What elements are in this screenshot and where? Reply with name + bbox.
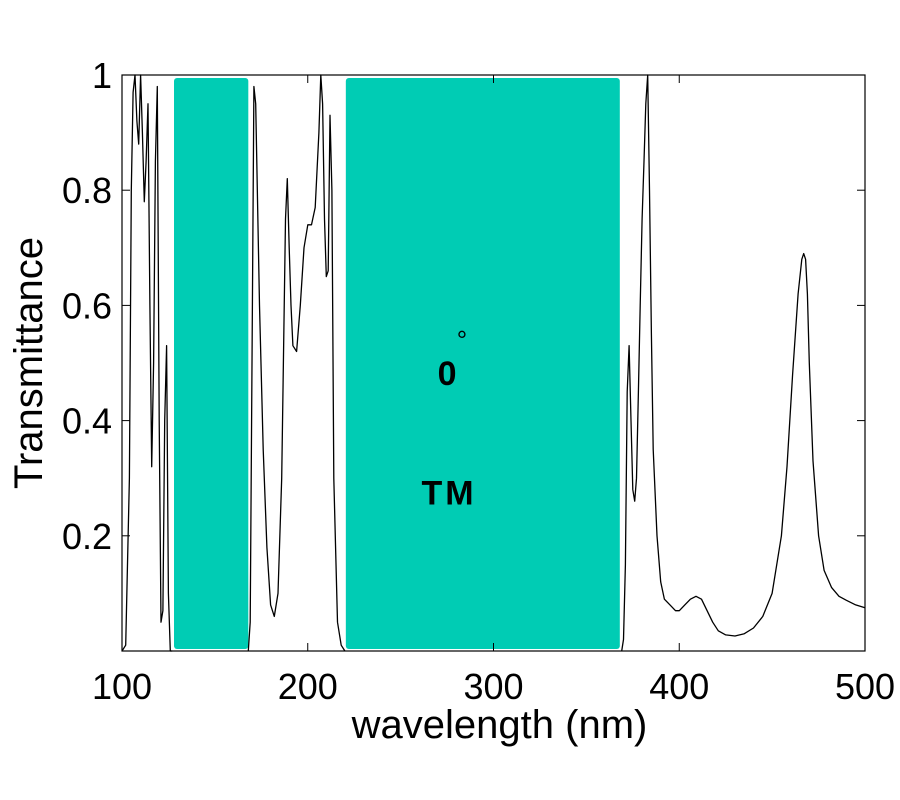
y-tick-label: 0.2 <box>62 516 112 557</box>
x-tick-label: 500 <box>835 666 895 707</box>
y-axis-title: Transmittance <box>7 237 51 489</box>
x-tick-label: 100 <box>92 666 152 707</box>
y-tick-label: 0.8 <box>62 170 112 211</box>
y-tick-labels: 0.2 0.4 0.6 0.8 1 <box>62 55 112 557</box>
band-gap-regions <box>174 78 620 649</box>
degree-symbol: ° <box>457 325 467 355</box>
y-tick-label: 1 <box>92 55 112 96</box>
series-line-segment <box>621 74 866 652</box>
series-line-segment <box>247 74 346 652</box>
band-gap-1 <box>174 78 249 649</box>
annotations: 0 ° TM <box>422 325 477 513</box>
angle-label: 0 <box>438 355 457 393</box>
series-line-segment <box>121 74 173 652</box>
x-tick-labels: 100 200 300 400 500 <box>92 666 895 707</box>
x-tick-label: 400 <box>649 666 709 707</box>
x-axis-title: wavelength (nm) <box>351 703 648 747</box>
band-gap-2 <box>345 78 620 649</box>
y-tick-label: 0.4 <box>62 401 112 442</box>
y-tick-label: 0.6 <box>62 285 112 326</box>
data-series <box>121 74 866 652</box>
x-tick-label: 200 <box>278 666 338 707</box>
polarization-label: TM <box>422 475 477 513</box>
x-tick-label: 300 <box>463 666 523 707</box>
axis-ticks <box>121 74 866 651</box>
